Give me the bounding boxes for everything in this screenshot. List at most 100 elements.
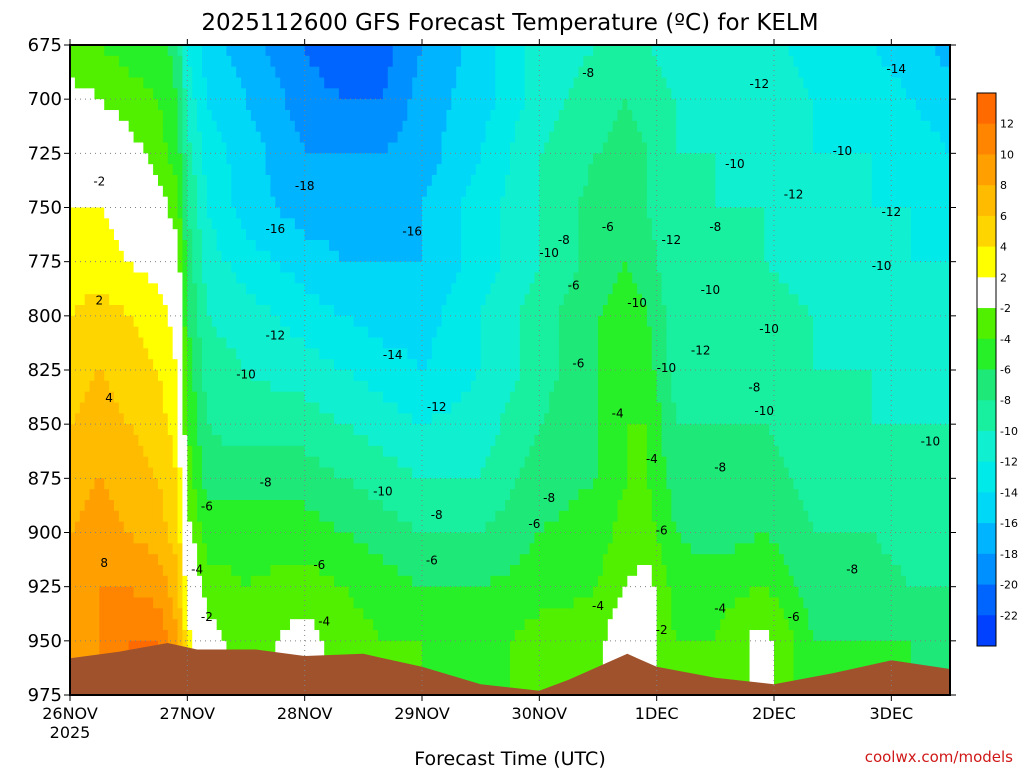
temperature-cell (265, 88, 272, 100)
temperature-cell (79, 55, 86, 68)
temperature-cell (153, 196, 159, 209)
temperature-cell (373, 554, 379, 566)
temperature-cell (197, 391, 203, 404)
temperature-cell (280, 272, 286, 284)
temperature-cell (158, 315, 164, 328)
temperature-cell (182, 207, 188, 219)
temperature-cell (162, 348, 169, 360)
temperature-cell (128, 66, 135, 79)
temperature-cell (470, 597, 477, 609)
temperature-cell (70, 315, 76, 328)
temperature-cell (182, 521, 188, 534)
temperature-cell (275, 521, 281, 534)
temperature-cell (162, 326, 169, 339)
temperature-cell (304, 608, 311, 620)
temperature-cell (470, 543, 477, 555)
temperature-cell (177, 153, 184, 165)
temperature-cell (382, 380, 389, 393)
temperature-cell (177, 261, 184, 274)
temperature-cell (250, 305, 257, 317)
temperature-cell (304, 597, 311, 609)
temperature-cell (446, 456, 452, 469)
temperature-cell (104, 153, 110, 165)
temperature-cell (294, 272, 301, 284)
temperature-cell (368, 142, 374, 154)
temperature-cell (226, 456, 232, 469)
temperature-cell (167, 543, 174, 555)
temperature-cell (246, 55, 252, 68)
temperature-cell (197, 467, 203, 479)
temperature-cell (299, 478, 306, 490)
temperature-cell (363, 348, 369, 360)
temperature-cell (216, 142, 223, 154)
temperature-cell (260, 565, 267, 577)
temperature-cell (70, 413, 76, 425)
temperature-cell (417, 391, 423, 404)
temperature-cell (162, 510, 169, 523)
temperature-cell (109, 586, 115, 599)
temperature-cell (368, 554, 374, 566)
temperature-cell (226, 153, 232, 165)
temperature-cell (226, 240, 232, 252)
temperature-cell (109, 478, 115, 490)
temperature-cell (309, 586, 316, 599)
temperature-cell (299, 565, 306, 577)
temperature-cell (182, 640, 188, 653)
temperature-cell (104, 435, 110, 447)
temperature-cell (426, 315, 433, 328)
temperature-cell (236, 489, 242, 501)
temperature-cell (206, 575, 213, 588)
temperature-cell (348, 619, 355, 631)
temperature-cell (319, 640, 325, 653)
temperature-cell (236, 413, 242, 425)
temperature-cell (392, 510, 399, 523)
temperature-cell (422, 88, 428, 100)
temperature-cell (246, 435, 252, 447)
temperature-cell (211, 240, 218, 252)
temperature-cell (451, 175, 457, 187)
temperature-cell (153, 521, 159, 534)
temperature-cell (373, 240, 379, 252)
temperature-cell (118, 305, 125, 317)
temperature-cell (407, 521, 413, 534)
temperature-cell (99, 294, 105, 306)
temperature-cell (270, 99, 276, 111)
temperature-cell (118, 500, 125, 512)
temperature-cell (456, 175, 462, 187)
temperature-cell (353, 120, 360, 133)
temperature-cell (294, 77, 301, 89)
temperature-cell (412, 370, 418, 382)
temperature-cell (226, 185, 232, 198)
temperature-cell (118, 391, 125, 404)
temperature-cell (412, 131, 418, 144)
temperature-cell (197, 153, 203, 165)
temperature-cell (118, 554, 125, 566)
temperature-cell (343, 424, 350, 436)
temperature-cell (470, 554, 477, 566)
temperature-cell (407, 250, 413, 263)
temperature-cell (461, 131, 467, 144)
temperature-cell (236, 521, 242, 534)
temperature-cell (202, 521, 208, 534)
temperature-cell (148, 337, 154, 349)
temperature-cell (231, 370, 237, 382)
temperature-cell (128, 630, 135, 642)
temperature-cell (353, 315, 360, 328)
temperature-cell (299, 575, 306, 588)
temperature-cell (226, 229, 232, 241)
temperature-cell (99, 359, 105, 371)
temperature-cell (348, 478, 355, 490)
temperature-cell (133, 413, 140, 425)
temperature-cell (451, 88, 457, 100)
temperature-cell (363, 597, 369, 609)
temperature-cell (197, 229, 203, 241)
temperature-cell (387, 153, 394, 165)
temperature-cell (334, 142, 340, 154)
temperature-cell (426, 478, 433, 490)
temperature-cell (192, 575, 198, 588)
temperature-cell (275, 554, 281, 566)
temperature-cell (324, 207, 330, 219)
temperature-cell (290, 489, 296, 501)
temperature-cell (402, 380, 408, 393)
temperature-cell (123, 229, 130, 241)
